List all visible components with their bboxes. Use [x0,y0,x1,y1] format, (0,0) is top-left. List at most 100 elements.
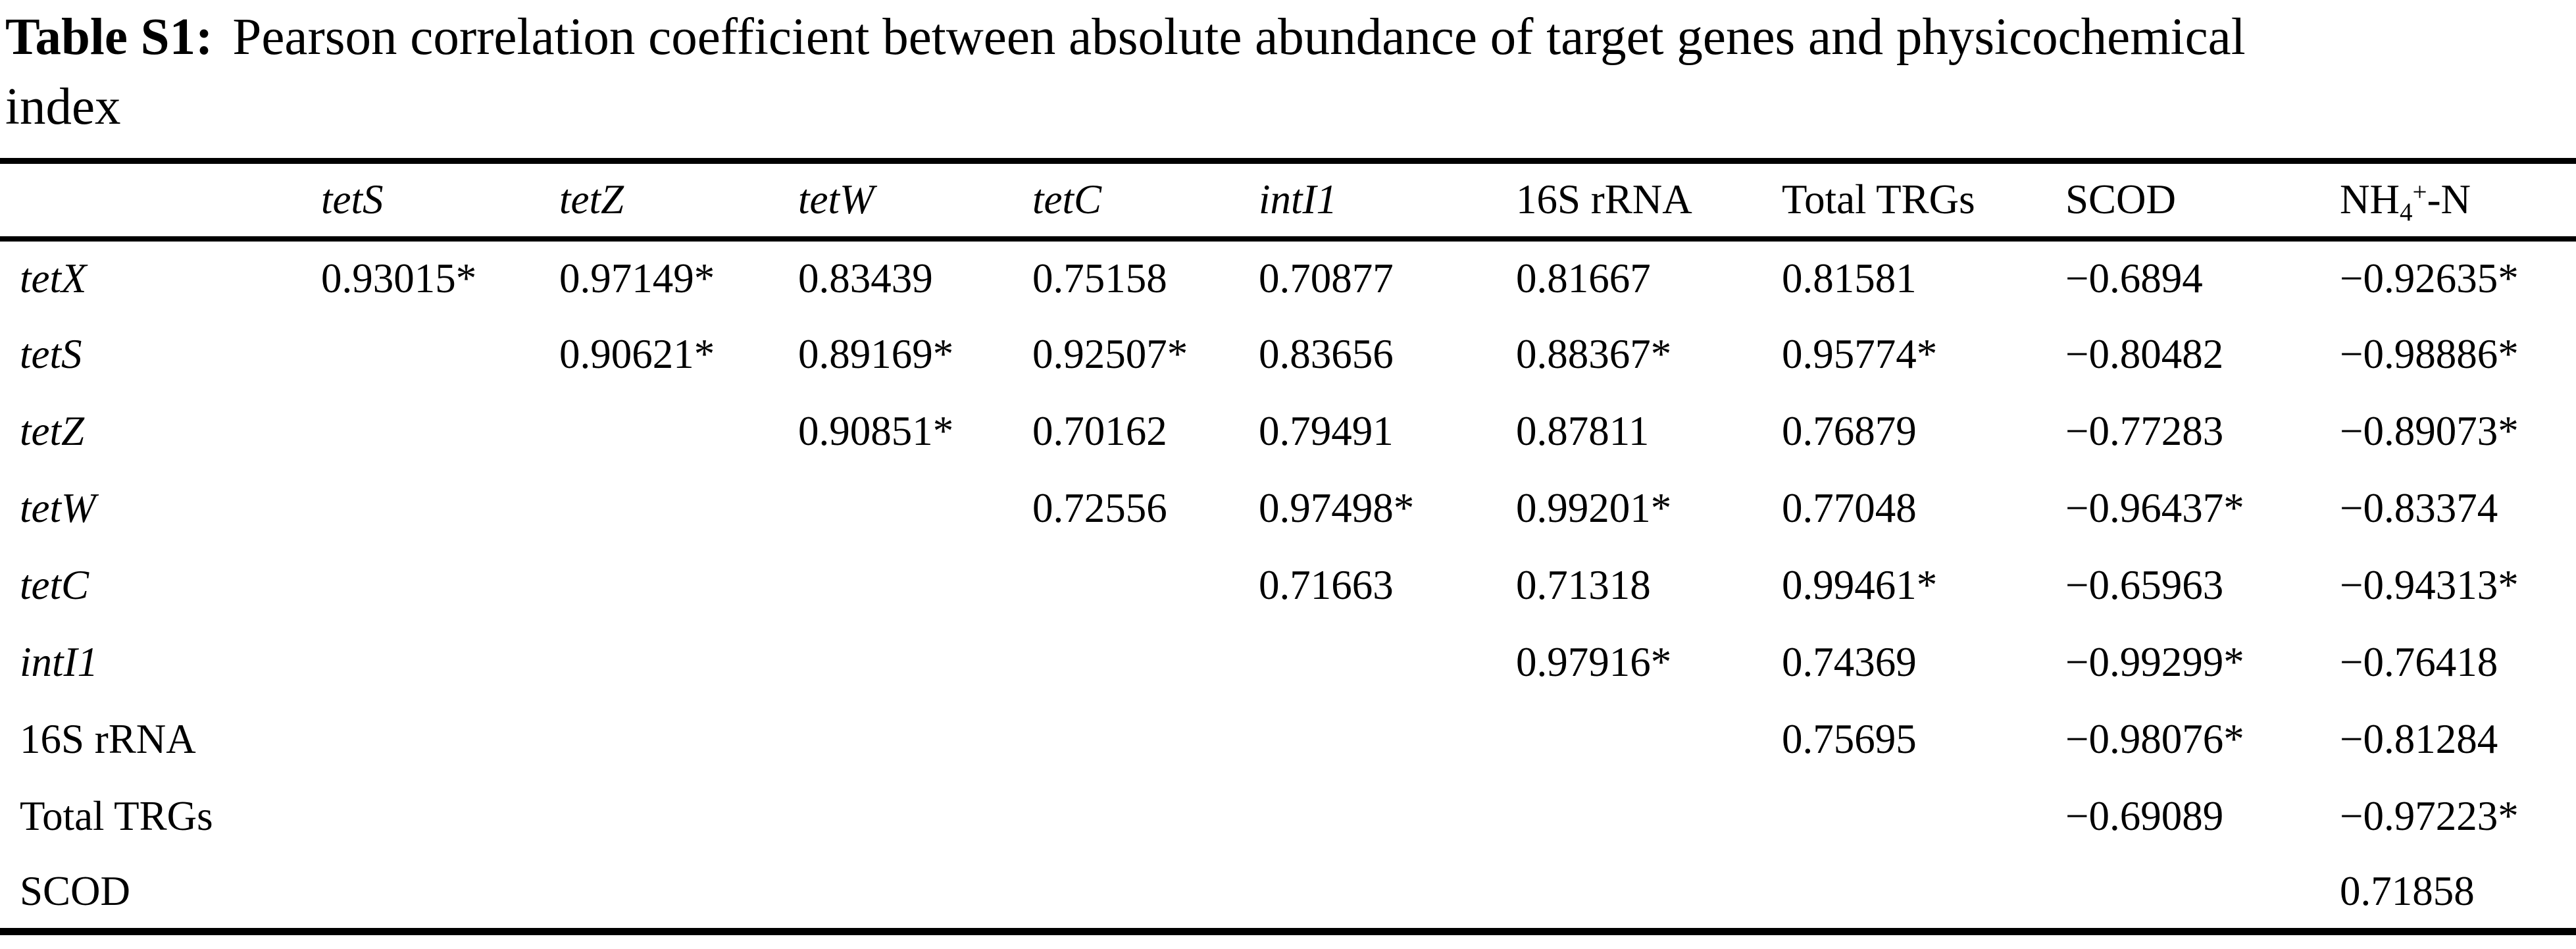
corr-cell-8-2 [798,855,1032,932]
row-label-tetz: tetZ [20,407,85,454]
corr-cell-7-7: −0.69089 [2065,792,2224,839]
corr-cell-7-6 [1782,778,2065,855]
corr-cell-5-2 [798,624,1032,701]
corr-cell-2-6: 0.76879 [1782,407,1917,454]
corr-cell-4-1 [559,547,798,624]
table-corner-cell [0,161,321,239]
corr-cell-0-1: 0.97149* [559,255,715,301]
corr-cell-2-0 [321,393,559,470]
corr-cell-3-0 [321,470,559,547]
corr-cell-7-4 [1259,778,1516,855]
corr-cell-7-1 [559,778,798,855]
corr-cell-6-3 [1032,701,1259,778]
column-header-inti1: intI1 [1259,176,1337,223]
corr-cell-1-0 [321,316,559,393]
corr-cell-5-6: 0.74369 [1782,638,1917,685]
corr-cell-0-7: −0.6894 [2065,255,2203,301]
corr-cell-5-5: 0.97916* [1516,638,1672,685]
table-row-tetc: tetC 0.71663 0.71318 0.99461* −0.65963 −0.943… [0,547,2576,624]
corr-cell-3-7: −0.96437* [2065,484,2244,531]
table-row-total-trgs: Total TRGs −0.69089 −0.97223* [0,778,2576,855]
table-row-16s-rrna: 16S rRNA 0.75695 −0.98076* −0.81284 [0,701,2576,778]
corr-cell-4-7: −0.65963 [2065,561,2224,608]
corr-cell-6-1 [559,701,798,778]
corr-cell-6-6: 0.75695 [1782,715,1917,762]
corr-cell-5-4 [1259,624,1516,701]
corr-cell-6-2 [798,701,1032,778]
corr-cell-8-5 [1516,855,1782,932]
corr-cell-1-3: 0.92507* [1032,330,1188,377]
corr-cell-4-0 [321,547,559,624]
table-row-tets: tetS 0.90621* 0.89169* 0.92507* 0.83656 0.883… [0,316,2576,393]
table-row-tetw: tetW 0.72556 0.97498* 0.99201* 0.77048 −0.964… [0,470,2576,547]
table-row-scod: SCOD 0.71858 [0,855,2576,932]
corr-cell-8-1 [559,855,798,932]
corr-cell-1-8: −0.98886* [2340,330,2519,377]
column-header-scod: SCOD [2065,176,2177,223]
corr-cell-4-2 [798,547,1032,624]
corr-cell-1-4: 0.83656 [1259,330,1394,377]
table-row-inti1: intI1 0.97916* 0.74369 −0.99299* −0.76418 [0,624,2576,701]
corr-cell-1-1: 0.90621* [559,330,715,377]
corr-cell-5-8: −0.76418 [2340,638,2498,685]
table-header-row: tetS tetZ tetW tetC intI1 16S rRNA Total TRGs S… [0,161,2576,239]
column-header-tetz: tetZ [559,176,624,223]
corr-cell-7-2 [798,778,1032,855]
corr-cell-1-6: 0.95774* [1782,330,1938,377]
column-header-tets: tetS [321,176,384,223]
corr-cell-0-8: −0.92635* [2340,255,2519,301]
corr-cell-4-3 [1032,547,1259,624]
column-header-tetw: tetW [798,176,874,223]
corr-cell-2-7: −0.77283 [2065,407,2224,454]
row-label-inti1: intI1 [20,638,98,685]
corr-cell-3-8: −0.83374 [2340,484,2498,531]
correlation-table: tetS tetZ tetW tetC intI1 16S rRNA Total TRGs S… [0,158,2576,935]
corr-cell-8-3 [1032,855,1259,932]
row-label-16s-rrna: 16S rRNA [20,715,196,762]
corr-cell-7-8: −0.97223* [2340,792,2519,839]
row-label-scod: SCOD [20,867,131,914]
corr-cell-0-2: 0.83439 [798,255,933,301]
corr-cell-0-4: 0.70877 [1259,255,1394,301]
corr-cell-2-1 [559,393,798,470]
corr-cell-3-6: 0.77048 [1782,484,1917,531]
corr-cell-8-4 [1259,855,1516,932]
row-label-tetx: tetX [20,255,87,301]
row-label-tets: tetS [20,330,82,377]
corr-cell-7-5 [1516,778,1782,855]
corr-cell-2-3: 0.70162 [1032,407,1167,454]
corr-cell-8-7 [2065,855,2340,932]
corr-cell-6-7: −0.98076* [2065,715,2244,762]
corr-cell-6-4 [1259,701,1516,778]
corr-cell-3-4: 0.97498* [1259,484,1415,531]
table-row-tetx: tetX 0.93015* 0.97149* 0.83439 0.75158 0.7087… [0,239,2576,316]
corr-cell-4-5: 0.71318 [1516,561,1651,608]
corr-cell-8-6 [1782,855,2065,932]
row-label-tetc: tetC [20,561,89,608]
corr-cell-0-6: 0.81581 [1782,255,1917,301]
corr-cell-2-2: 0.90851* [798,407,954,454]
table-caption-label: Table S1: [5,9,213,66]
corr-cell-8-8: 0.71858 [2340,867,2475,914]
corr-cell-0-0: 0.93015* [321,255,477,301]
corr-cell-1-2: 0.89169* [798,330,954,377]
corr-cell-4-8: −0.94313* [2340,561,2519,608]
corr-cell-4-4: 0.71663 [1259,561,1394,608]
corr-cell-7-3 [1032,778,1259,855]
corr-cell-5-1 [559,624,798,701]
corr-cell-2-5: 0.87811 [1516,407,1650,454]
corr-cell-5-3 [1032,624,1259,701]
corr-cell-8-0 [321,855,559,932]
table-caption-text-line2: index [5,78,121,136]
corr-cell-6-8: −0.81284 [2340,715,2498,762]
corr-cell-3-1 [559,470,798,547]
corr-cell-6-5 [1516,701,1782,778]
column-header-nh4-n: NH4+-N [2340,176,2471,227]
row-label-total-trgs: Total TRGs [20,792,213,839]
corr-cell-0-5: 0.81667 [1516,255,1651,301]
corr-cell-5-0 [321,624,559,701]
row-label-tetw: tetW [20,484,96,531]
corr-cell-1-5: 0.88367* [1516,330,1672,377]
column-header-16s-rrna: 16S rRNA [1516,176,1692,223]
corr-cell-7-0 [321,778,559,855]
